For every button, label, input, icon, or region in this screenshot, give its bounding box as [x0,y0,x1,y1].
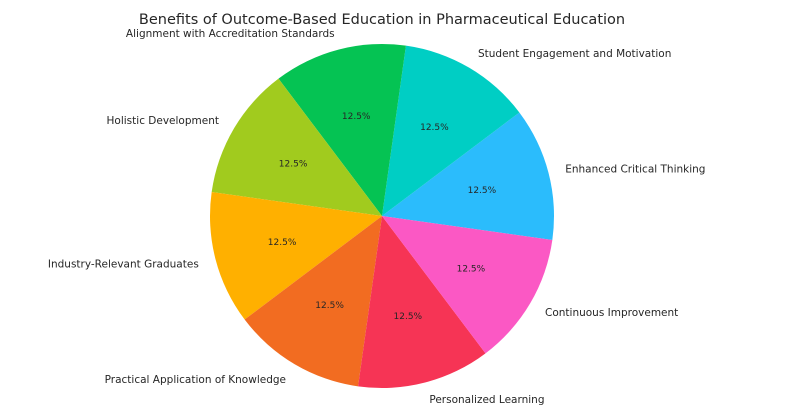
chart-title: Benefits of Outcome-Based Education in P… [139,12,625,28]
percent-label-holistic-development: 12.5% [279,160,308,170]
pie-slice-student-engagement-and-motivation [382,45,520,216]
percent-label-practical-application-of-knowledge: 12.5% [315,301,344,311]
percent-label-student-engagement-and-motivation: 12.5% [420,123,449,133]
pie-slice-holistic-development [211,78,382,216]
percent-label-alignment-with-accreditation-standards: 12.5% [342,112,371,122]
pie-slices [209,43,555,389]
category-label-personalized-learning: Personalized Learning [429,394,544,406]
category-label-alignment-with-accreditation-standards: Alignment with Accreditation Standards [126,28,335,40]
category-label-student-engagement-and-motivation: Student Engagement and Motivation [478,48,671,60]
category-label-industry-relevant-graduates: Industry-Relevant Graduates [48,258,199,270]
category-label-continuous-improvement: Continuous Improvement [545,307,678,319]
percent-labels: 12.5% 12.5% 12.5% 12.5% 12.5% 12.5% 12.5% 12.5% [268,112,497,322]
percent-label-industry-relevant-graduates: 12.5% [268,238,297,248]
pie-slice-personalized-learning [358,216,486,389]
category-label-practical-application-of-knowledge: Practical Application of Knowledge [105,374,286,386]
percent-label-personalized-learning: 12.5% [394,312,423,322]
category-label-holistic-development: Holistic Development [107,115,219,127]
pie-slice-enhanced-critical-thinking [382,112,555,240]
pie-slice-industry-relevant-graduates [209,192,382,320]
category-labels: Enhanced Critical Thinking Student Engage… [48,28,706,406]
category-label-enhanced-critical-thinking: Enhanced Critical Thinking [565,164,705,176]
percent-label-continuous-improvement: 12.5% [457,264,486,274]
pie-slice-practical-application-of-knowledge [244,216,382,387]
percent-label-enhanced-critical-thinking: 12.5% [468,186,497,196]
pie-slice-continuous-improvement [382,216,553,354]
pie-slice-alignment-with-accreditation-standards [278,43,406,216]
